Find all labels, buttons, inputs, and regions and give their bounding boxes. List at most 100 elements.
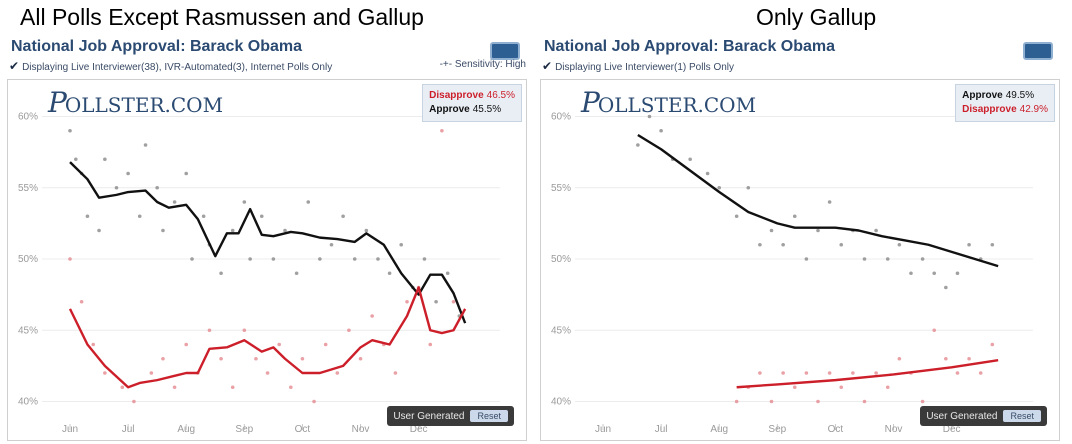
disapprove-poll-point	[978, 371, 983, 375]
approve-poll-point	[734, 214, 739, 219]
disapprove-poll-point	[862, 399, 867, 404]
approve-poll-point	[897, 242, 902, 247]
approve-poll-point	[769, 228, 774, 233]
disapprove-poll-point	[254, 356, 258, 361]
approve-poll-point	[68, 128, 72, 133]
legend-box: Approve 49.5% Disapprove 42.9%	[955, 84, 1055, 122]
disapprove-trend-line	[736, 358, 999, 389]
x-tick-label: Dec	[943, 424, 961, 435]
legend-value: 46.5%	[486, 90, 515, 101]
disapprove-poll-point	[955, 371, 960, 375]
chart-subtitle: ✔ Displaying Live Interviewer(1) Polls On…	[542, 59, 734, 73]
chart-area: 40% 45% 50% 55% 60% Jun Jul Aug Sep Oct Nov Dec POL…	[540, 79, 1060, 441]
approve-poll-point	[955, 271, 960, 276]
disapprove-poll-point	[312, 399, 316, 404]
approve-poll-point	[920, 257, 925, 261]
approve-poll-point	[74, 157, 78, 162]
logo-p-glyph: P	[48, 86, 67, 119]
export-icon[interactable]	[490, 42, 520, 60]
disapprove-poll-point	[323, 342, 328, 347]
legend-row-approve: Approve 49.5%	[962, 89, 1048, 103]
ug-label: User Generated	[393, 411, 465, 422]
disapprove-poll-point	[172, 385, 177, 390]
approve-poll-point	[967, 242, 971, 247]
approve-poll-point	[172, 200, 177, 204]
disapprove-poll-point	[827, 371, 832, 375]
disapprove-poll-point	[347, 328, 351, 333]
legend-label: Approve	[429, 104, 470, 115]
approve-poll-point	[137, 214, 142, 219]
disapprove-poll-point	[440, 128, 444, 133]
x-tick-label: Dec	[410, 424, 428, 435]
legend-value: 42.9%	[1019, 104, 1048, 115]
legend-label: Approve	[962, 90, 1003, 101]
disapprove-poll-point	[920, 399, 925, 404]
approve-trend-line	[637, 134, 999, 268]
disapprove-poll-point	[91, 342, 96, 347]
disapprove-poll-point	[874, 371, 878, 375]
disapprove-poll-point	[816, 399, 820, 404]
y-tick-label: 40%	[551, 397, 571, 408]
approve-poll-point	[230, 228, 235, 233]
disapprove-poll-point	[897, 356, 902, 361]
disapprove-poll-point	[219, 356, 223, 361]
approve-poll-point	[341, 214, 345, 219]
approve-poll-point	[434, 299, 438, 304]
disapprove-poll-point	[393, 371, 398, 375]
disapprove-poll-point	[990, 342, 995, 347]
approve-poll-point	[155, 185, 159, 190]
chart-panel-right: National Job Approval: Barack Obama ✔ Dis…	[540, 38, 1065, 444]
disapprove-poll-point	[944, 356, 948, 361]
y-tick-label: 50%	[18, 254, 38, 265]
approve-poll-point	[248, 257, 252, 261]
approve-poll-point	[816, 228, 820, 233]
logo-suffix: .COM	[697, 93, 757, 117]
x-tick-label: Sep	[235, 424, 253, 435]
approve-poll-point	[242, 200, 247, 204]
legend-label: Disapprove	[962, 104, 1017, 115]
disapprove-poll-point	[265, 371, 270, 375]
logo-suffix: .COM	[164, 93, 224, 117]
disapprove-poll-point	[207, 328, 212, 333]
approve-poll-point	[909, 271, 913, 276]
chart-subtitle: ✔ Displaying Live Interviewer(38), IVR-Au…	[9, 59, 332, 73]
approve-poll-point	[990, 242, 995, 247]
approve-poll-point	[746, 185, 751, 190]
export-icon[interactable]	[1023, 42, 1053, 60]
heading-left: All Polls Except Rasmussen and Gallup	[20, 4, 424, 30]
legend-row-approve: Approve 45.5%	[429, 103, 515, 117]
reset-button[interactable]: Reset	[1003, 410, 1041, 422]
approve-poll-point	[932, 271, 937, 276]
x-tick-label: Aug	[177, 424, 195, 435]
disapprove-poll-point	[932, 328, 937, 333]
approve-poll-point	[114, 185, 119, 190]
x-tick-label: Aug	[710, 424, 728, 435]
sensitivity-control[interactable]: ‑+‑ Sensitivity: High	[440, 59, 526, 70]
x-tick-label: Jun	[62, 424, 78, 435]
approve-poll-point	[647, 114, 652, 119]
subtitle-text: Displaying Live Interviewer(38), IVR-Aut…	[22, 62, 333, 73]
legend-row-disapprove: Disapprove 42.9%	[962, 103, 1048, 117]
x-tick-label: Sep	[768, 424, 786, 435]
approve-poll-point	[804, 257, 809, 261]
reset-button[interactable]: Reset	[470, 410, 508, 422]
check-icon: ✔	[9, 59, 20, 73]
logo-text: OLLSTER	[64, 93, 165, 117]
disapprove-poll-point	[242, 328, 247, 333]
y-tick-label: 55%	[18, 183, 38, 194]
approve-poll-point	[376, 257, 380, 261]
x-tick-label: Nov	[352, 424, 370, 435]
user-generated-bar: User Generated Reset	[387, 406, 514, 426]
y-tick-label: 60%	[551, 112, 571, 123]
approve-poll-point	[874, 228, 878, 233]
approve-poll-point	[259, 214, 264, 219]
approve-poll-point	[705, 171, 710, 176]
disapprove-trend-line	[68, 286, 467, 389]
disapprove-poll-point	[839, 385, 844, 390]
approve-poll-point	[944, 285, 948, 290]
disapprove-poll-point	[967, 356, 971, 361]
disapprove-poll-point	[358, 356, 363, 361]
approve-poll-point	[190, 257, 194, 261]
disapprove-poll-point	[68, 257, 72, 261]
subtitle-text: Displaying Live Interviewer(1) Polls Onl…	[555, 62, 735, 73]
